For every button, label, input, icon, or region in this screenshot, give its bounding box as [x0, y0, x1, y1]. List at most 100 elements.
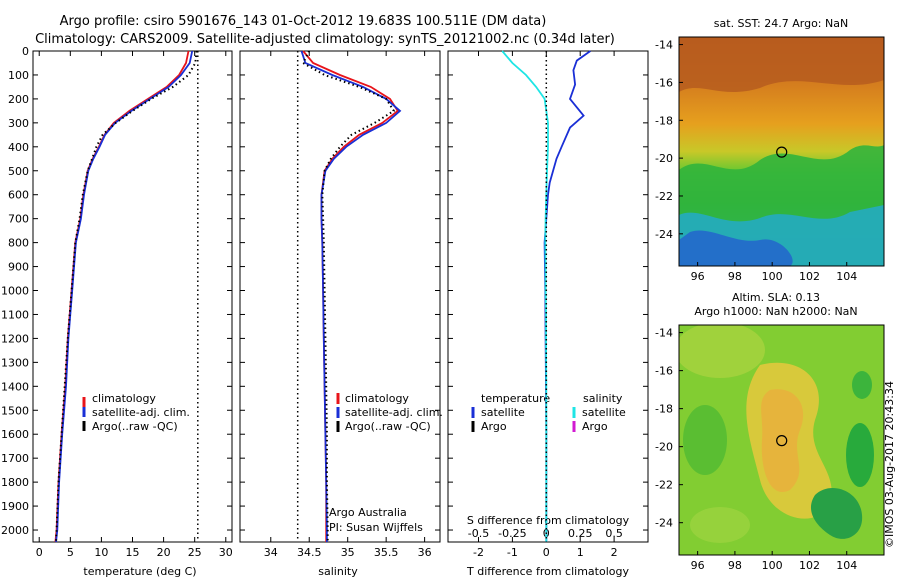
depth-tick-label: 400: [8, 141, 29, 154]
sst_map-argo-position-marker: [776, 146, 788, 158]
sla-blob: [852, 371, 872, 399]
legend-label-sal-satellite: satellite: [582, 406, 626, 419]
difference-xtick-top-label: 0.5: [605, 527, 623, 540]
temperature-series-climatology: [54, 50, 190, 543]
sla_map-ytick-label: -22: [655, 479, 673, 492]
depth-tick-label: 200: [8, 93, 29, 106]
difference-xtick-top-label: 0.25: [568, 527, 593, 540]
difference-series-salinity-satellite: [501, 50, 549, 542]
temperature-panel: temperature (deg C) climatology satellit…: [1, 45, 233, 578]
depth-tick-label: 0: [22, 45, 29, 58]
sst-map-frame: [678, 36, 885, 267]
imos-stamp: ©IMOS 03-Aug-2017 20:43:34: [883, 381, 896, 548]
difference-xlabel: T difference from climatology: [466, 565, 629, 578]
sla-blob: [846, 423, 874, 487]
depth-tick-label: 800: [8, 237, 29, 250]
salinity-xlabel: salinity: [318, 565, 358, 578]
depth-tick-label: 1500: [1, 404, 29, 417]
salinity-xtick-label: 36: [418, 546, 432, 559]
legend-label-argo: Argo(..raw -QC): [345, 420, 431, 433]
difference-xtick-label: -2: [473, 546, 484, 559]
difference-xtick-label: 0: [543, 546, 550, 559]
temperature-xtick-label: 5: [67, 546, 74, 559]
depth-tick-label: 1800: [1, 476, 29, 489]
sst-map-field: [679, 37, 884, 266]
sla_map-ytick-label: -14: [655, 327, 673, 340]
difference-xtick-label: 2: [611, 546, 618, 559]
depth-tick-label: 1300: [1, 356, 29, 369]
sla_map-ytick-label: -18: [655, 403, 673, 416]
depth-tick-label: 100: [8, 69, 29, 82]
depth-tick-label: 600: [8, 189, 29, 202]
temperature-xtick-label: 20: [157, 546, 171, 559]
temperature-xtick-label: 10: [94, 546, 108, 559]
sst_map-ytick-label: -20: [655, 152, 673, 165]
difference-legend: temperature satellite Argo salinity sate…: [471, 392, 626, 433]
sla_map-xtick-label: 98: [728, 559, 742, 572]
sla-blob: [690, 507, 750, 543]
sla-blob: [761, 389, 804, 492]
difference-xtick-label: 1: [577, 546, 584, 559]
sst_map-ytick-label: -14: [655, 39, 673, 52]
sst-warm-band: [679, 37, 884, 92]
sla-map-field: [679, 325, 884, 555]
sla_map-ytick-label: -20: [655, 441, 673, 454]
sla_map-xtick-label: 100: [762, 559, 783, 572]
sst_map-xtick-label: 104: [836, 270, 857, 283]
sst_map-xtick-label: 96: [691, 270, 705, 283]
depth-tick-label: 1700: [1, 452, 29, 465]
depth-tick-label: 900: [8, 261, 29, 274]
temperature-axes-frame: [32, 50, 233, 543]
temperature-xtick-label: 0: [36, 546, 43, 559]
legend-label-argo: Argo(..raw -QC): [92, 420, 178, 433]
difference-xtick-top-label: -0.5: [468, 527, 489, 540]
salinity-xtick-label: 35: [341, 546, 355, 559]
legend-label-satellite: satellite-adj. clim.: [345, 406, 443, 419]
salinity-annotation-line-1: Argo Australia: [329, 506, 407, 519]
sla-map-subtitle: Argo h1000: NaN h2000: NaN: [694, 305, 857, 318]
header-line-1: Argo profile: csiro 5901676_143 01-Oct-2…: [60, 14, 547, 29]
sst-map-panel: sat. SST: 24.7 Argo: NaN 96 98 100 102 104 -1…: [655, 17, 885, 283]
salinity-axes-frame: [239, 50, 441, 543]
header-line-2: Climatology: CARS2009. Satellite-adjuste…: [35, 32, 615, 47]
difference-series-temperature-satellite: [543, 50, 591, 542]
sst_map-ytick-label: -18: [655, 114, 673, 127]
difference-xtick-label: -1: [507, 546, 518, 559]
legend-label-climatology: climatology: [345, 392, 409, 405]
sla_map-ytick-label: -16: [655, 365, 673, 378]
depth-tick-label: 1400: [1, 380, 29, 393]
salinity-xtick-label: 34: [264, 546, 278, 559]
depth-tick-label: 700: [8, 213, 29, 226]
sst_map-xtick-label: 98: [728, 270, 742, 283]
salinity-series-satellite-adj-clim-: [300, 50, 402, 542]
difference-xtick-top-label: -0.25: [498, 527, 526, 540]
difference-axes-frame: [447, 50, 649, 543]
legend-title-salinity: salinity: [583, 392, 623, 405]
legend-label-temp-satellite: satellite: [481, 406, 525, 419]
salinity-annotation-line-2: PI: Susan Wijffels: [329, 521, 423, 534]
temperature-xtick-label: 30: [219, 546, 233, 559]
depth-tick-label: 1900: [1, 500, 29, 513]
legend-label-satellite: satellite-adj. clim.: [92, 406, 190, 419]
sla_map-ytick-label: -24: [655, 517, 673, 530]
salinity-legend: climatology satellite-adj. clim. Argo(..…: [336, 392, 443, 433]
legend-label-climatology: climatology: [92, 392, 156, 405]
temperature-series-satellite-adj-clim-: [55, 50, 194, 543]
salinity-series-argo-raw-qc-: [301, 50, 396, 542]
depth-tick-label: 300: [8, 117, 29, 130]
sst_map-ytick-label: -16: [655, 76, 673, 89]
sla_map-xtick-label: 102: [799, 559, 820, 572]
depth-tick-label: 1000: [1, 285, 29, 298]
depth-tick-label: 1200: [1, 332, 29, 345]
legend-title-temperature: temperature: [481, 392, 550, 405]
depth-tick-label: 500: [8, 165, 29, 178]
sla-blob: [810, 487, 863, 539]
salinity-panel: salinity Argo Australia PI: Susan Wijffe…: [239, 50, 443, 578]
sla_map-xtick-label: 96: [691, 559, 705, 572]
sst_map-ytick-label: -22: [655, 190, 673, 203]
legend-label-sal-argo: Argo: [582, 420, 608, 433]
sst-blue-band: [679, 230, 793, 266]
sla_map-argo-position-marker: [776, 435, 788, 447]
sla_map-xtick-label: 104: [836, 559, 857, 572]
